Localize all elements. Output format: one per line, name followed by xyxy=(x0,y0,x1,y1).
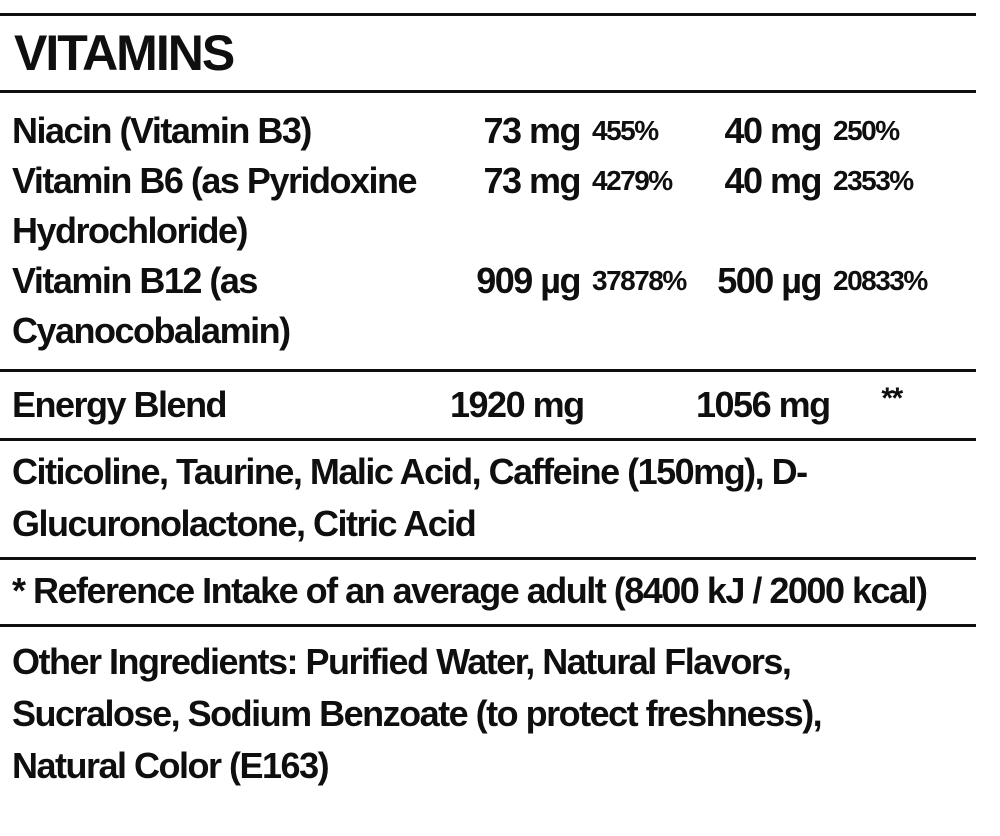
vitamins-table: Niacin (Vitamin B3) 73 mg 455% 40 mg 250… xyxy=(0,93,1000,369)
other-ingredients-section: Other Ingredients: Purified Water, Natur… xyxy=(0,627,1000,801)
other-ingredients-list: Purified Water, Natural Flavors, Sucralo… xyxy=(12,640,823,786)
nutrient-name: Vitamin B6 (as Pyridoxine Hydrochloride) xyxy=(12,159,418,251)
amount-per-100ml: 40 mg xyxy=(724,109,822,151)
reference-intake-note: * Reference Intake of an average adult (… xyxy=(12,569,928,611)
divider-below-title xyxy=(0,89,976,93)
amount-per-serving: 73 mg xyxy=(483,159,581,201)
blend-ingredients-list: Citicoline, Taurine, Malic Acid, Caffein… xyxy=(12,450,808,544)
divider-above-energy-blend xyxy=(0,368,976,372)
nutrient-name: Niacin (Vitamin B3) xyxy=(12,109,312,151)
amount-per-100ml: 40 mg xyxy=(724,159,822,201)
percent-ri-per-serving: 4279% xyxy=(592,164,673,196)
nutrient-row-vitamin-b12: Vitamin B12 (as Cyanocobalamin) 909 µg 3… xyxy=(12,256,1000,356)
vitamins-section-title: VITAMINS xyxy=(14,24,235,81)
amount-per-100ml: 500 µg xyxy=(717,259,822,301)
nutrient-name: Vitamin B12 (as Cyanocobalamin) xyxy=(12,259,291,351)
divider-below-reference-note xyxy=(0,623,976,627)
supplement-facts-label: VITAMINS Niacin (Vitamin B3) 73 mg 455% … xyxy=(0,13,1000,801)
percent-ri-per-serving: 37878% xyxy=(592,264,687,296)
energy-blend-row: Energy Blend 1920 mg 1056 mg ** xyxy=(12,379,1000,431)
percent-ri-per-serving: 455% xyxy=(592,114,659,146)
percent-ri-per-100ml: 2353% xyxy=(833,164,914,196)
divider-below-energy-blend xyxy=(0,437,976,441)
amount-per-serving: 909 µg xyxy=(476,259,581,301)
divider-top xyxy=(0,13,976,16)
amount-per-serving: 1920 mg xyxy=(450,383,585,425)
other-ingredients-label: Other Ingredients: xyxy=(12,640,299,682)
reference-intake-section: * Reference Intake of an average adult (… xyxy=(0,560,1000,624)
daily-value-not-established-marker: ** xyxy=(881,381,903,415)
blend-ingredients-section: Citicoline, Taurine, Malic Acid, Caffein… xyxy=(0,441,1000,557)
other-ingredients-paragraph: Other Ingredients: Purified Water, Natur… xyxy=(12,636,910,792)
divider-above-reference-note xyxy=(0,556,976,560)
amount-per-100ml: 1056 mg xyxy=(696,383,831,425)
blend-name: Energy Blend xyxy=(12,383,228,425)
percent-ri-per-100ml: 20833% xyxy=(833,264,928,296)
energy-blend-section: Energy Blend 1920 mg 1056 mg ** xyxy=(0,372,1000,438)
percent-ri-per-100ml: 250% xyxy=(833,114,900,146)
amount-per-serving: 73 mg xyxy=(483,109,581,151)
nutrient-row-vitamin-b6: Vitamin B6 (as Pyridoxine Hydrochloride)… xyxy=(12,156,1000,256)
nutrient-row-niacin: Niacin (Vitamin B3) 73 mg 455% 40 mg 250… xyxy=(12,106,1000,156)
